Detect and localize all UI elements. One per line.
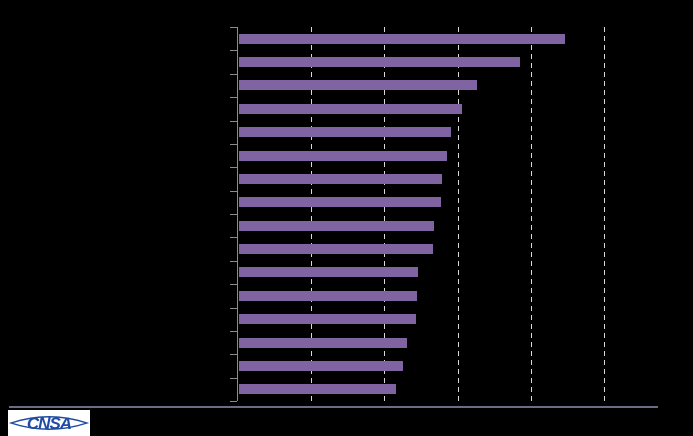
bar-row-5 xyxy=(239,127,451,137)
bar-row-16 xyxy=(239,384,396,394)
footer-divider-line xyxy=(9,406,658,408)
y-axis-tick xyxy=(230,144,237,145)
y-axis-tick xyxy=(230,74,237,75)
bar-row-11 xyxy=(239,267,418,277)
y-axis-tick xyxy=(230,401,237,402)
bar-chart-plot-area xyxy=(230,27,605,402)
cnsa-logo-text: CNSA xyxy=(27,414,72,433)
bar-row-13 xyxy=(239,314,416,324)
bar-row-10 xyxy=(239,244,433,254)
y-axis-tick xyxy=(230,27,237,28)
y-axis-tick xyxy=(230,261,237,262)
y-axis-tick xyxy=(230,284,237,285)
bar-row-1 xyxy=(239,34,565,44)
x-gridline xyxy=(458,27,459,401)
y-axis-tick xyxy=(230,214,237,215)
bar-row-6 xyxy=(239,151,447,161)
bar-row-7 xyxy=(239,174,442,184)
y-axis-tick xyxy=(230,308,237,309)
y-axis-tick xyxy=(230,121,237,122)
bar-row-2 xyxy=(239,57,520,67)
x-gridline xyxy=(531,27,532,401)
y-axis-tick xyxy=(230,191,237,192)
y-axis-tick xyxy=(230,237,237,238)
bar-row-14 xyxy=(239,338,407,348)
y-axis-tick xyxy=(230,331,237,332)
bar-row-4 xyxy=(239,104,462,114)
y-axis-tick xyxy=(230,378,237,379)
bar-row-15 xyxy=(239,361,403,371)
x-gridline xyxy=(604,27,605,401)
bar-row-8 xyxy=(239,197,441,207)
y-axis-tick xyxy=(230,97,237,98)
x-gridline xyxy=(384,27,385,401)
bar-row-12 xyxy=(239,291,417,301)
cnsa-logo: CNSA xyxy=(8,410,90,436)
y-axis-tick xyxy=(230,354,237,355)
y-axis-tick xyxy=(230,167,237,168)
eye-lens-icon xyxy=(8,416,90,430)
x-gridline xyxy=(311,27,312,401)
bar-row-9 xyxy=(239,221,434,231)
y-axis-tick xyxy=(230,50,237,51)
bar-row-3 xyxy=(239,80,477,90)
